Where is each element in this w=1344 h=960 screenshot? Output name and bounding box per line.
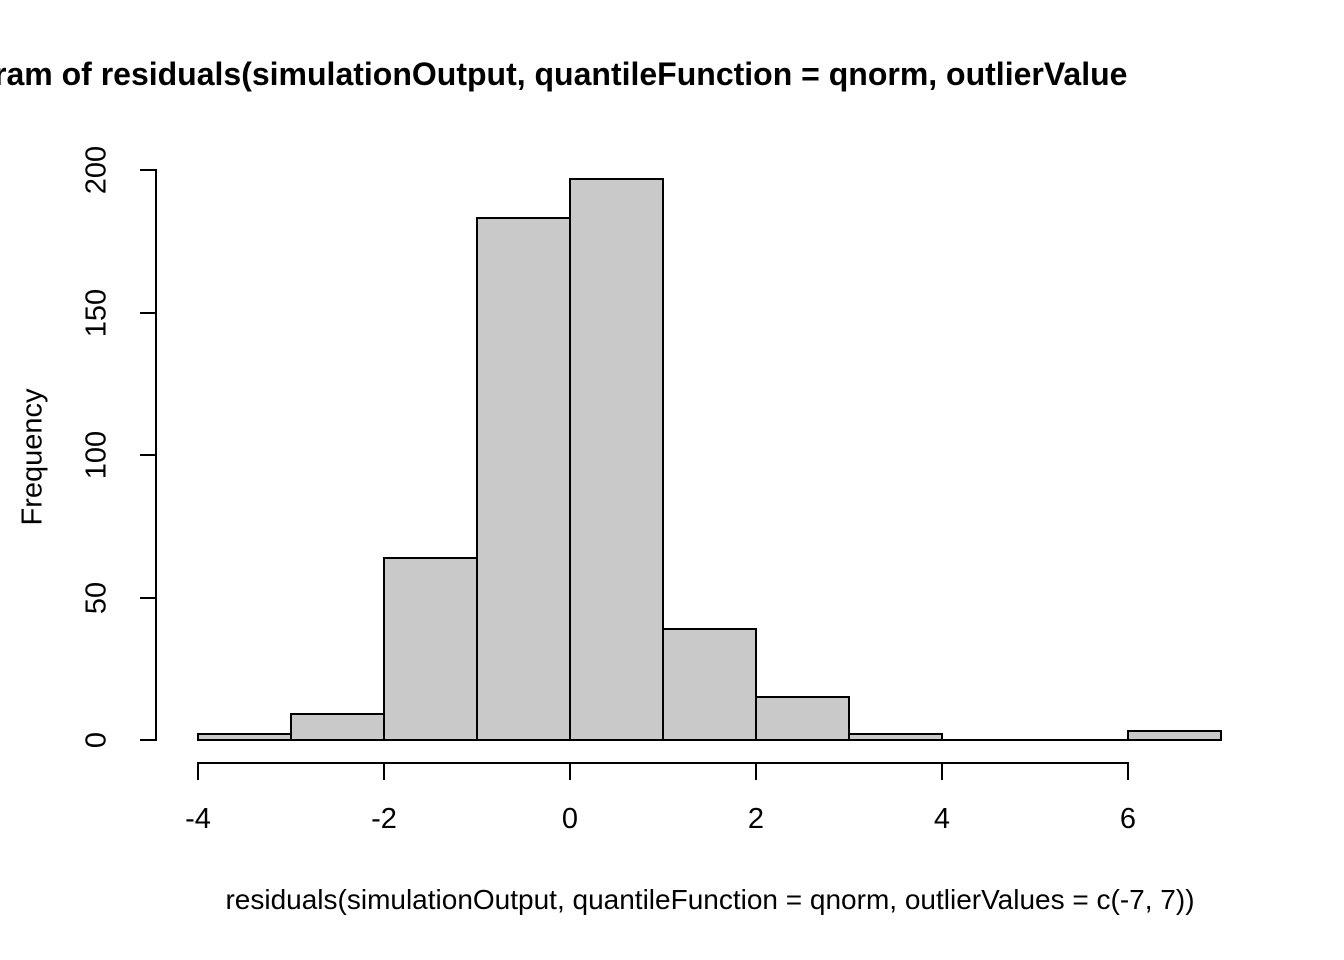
x-tick-label: 0 [561, 803, 579, 835]
y-tick-label: 200 [80, 145, 113, 195]
histogram-bar [383, 557, 478, 741]
y-tick-label: 50 [80, 581, 113, 614]
histogram-bar [290, 713, 385, 741]
histogram-bar [848, 733, 943, 741]
histogram-bar [569, 178, 664, 741]
y-tick-label: 150 [80, 288, 113, 337]
x-axis-label: residuals(simulationOutput, quantileFunc… [225, 884, 1195, 915]
y-axis-tick [140, 454, 155, 456]
x-axis-line [197, 762, 1129, 764]
histogram-baseline [197, 739, 1222, 741]
y-axis-line [155, 169, 157, 741]
y-axis-tick [140, 311, 155, 314]
histogram-bar [662, 628, 757, 741]
x-tick-label: -4 [185, 803, 211, 835]
histogram-bar [755, 696, 850, 741]
x-tick-label: 6 [1119, 803, 1137, 835]
x-axis-tick [1127, 764, 1129, 780]
y-axis-tick [140, 596, 155, 599]
x-axis-tick [941, 764, 943, 780]
histogram-bar [476, 217, 571, 741]
x-axis-tick [755, 764, 757, 780]
y-axis-tick [140, 169, 155, 171]
x-axis-tick [383, 764, 385, 780]
x-axis-tick [569, 764, 571, 780]
x-tick-label: 4 [933, 803, 951, 835]
x-tick-label: 2 [747, 803, 765, 835]
y-tick-label: 100 [80, 430, 113, 480]
x-axis-tick [197, 764, 199, 780]
chart-title: ram of residuals(simulationOutput, quant… [0, 56, 1128, 92]
y-axis-tick [140, 739, 155, 741]
y-tick-label: 0 [80, 731, 113, 749]
histogram-bar [1127, 730, 1222, 741]
x-tick-label: -2 [371, 803, 397, 835]
y-axis-label: Frequency [16, 388, 49, 526]
